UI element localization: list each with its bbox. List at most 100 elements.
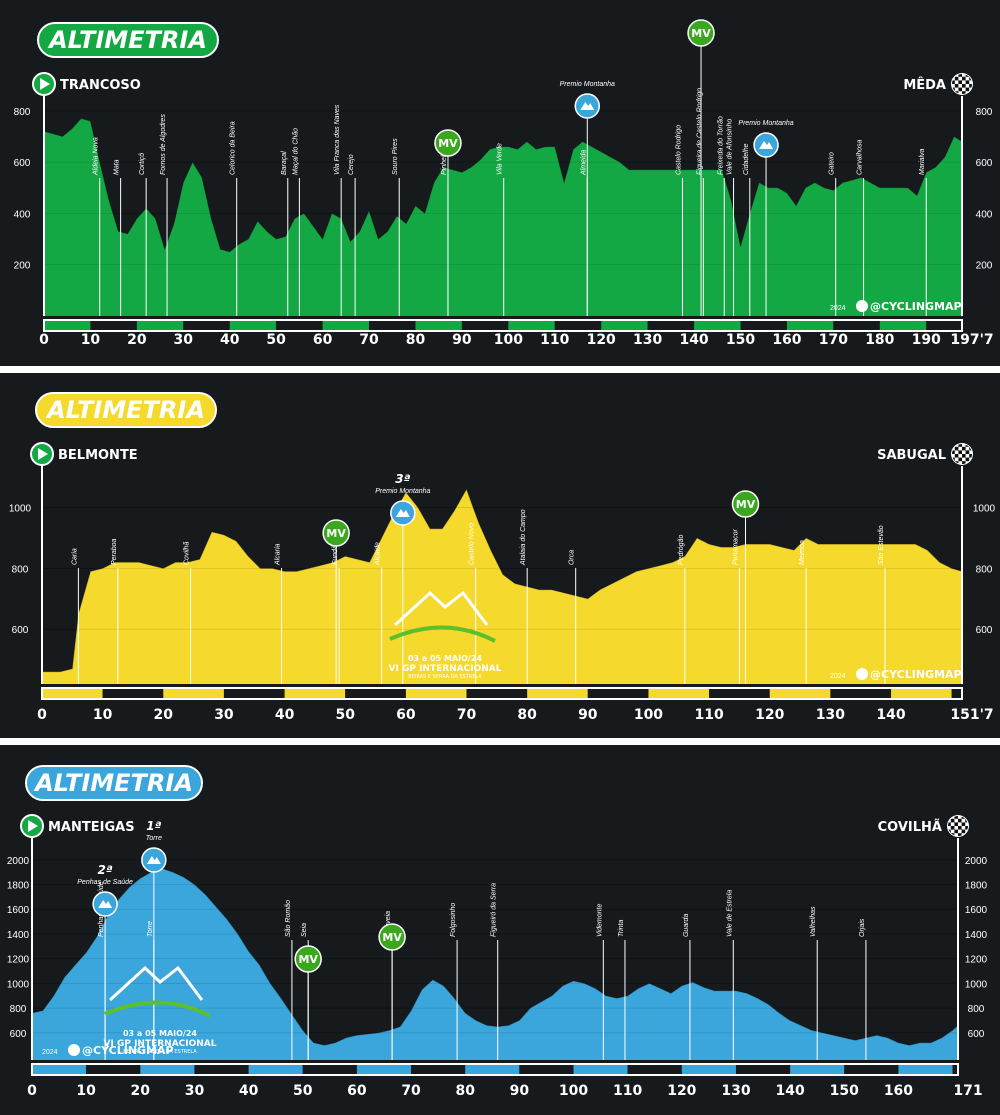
x-tick-label: 90 (452, 332, 472, 348)
waypoint-label: Castelo Novo (469, 523, 476, 565)
y-tick-label-left: 600 (12, 625, 29, 636)
km-bar-segment (573, 1064, 628, 1075)
x-tick-label: 130 (816, 707, 845, 723)
chart-title: ALTIMETRIA (47, 26, 207, 54)
x-tick-label: 50 (266, 332, 286, 348)
waypoint-label: Caria (71, 548, 78, 565)
waypoint-label: Celorico da Beira (230, 121, 237, 175)
km-bar-segment (322, 320, 370, 331)
km-bar-segment (302, 1064, 357, 1075)
chart-title: ALTIMETRIA (33, 769, 193, 797)
x-tick-label: 100 (559, 1083, 588, 1099)
finish-flag-square (961, 822, 966, 826)
km-bar-segment (44, 320, 91, 331)
finish-flag-square (965, 80, 970, 84)
km-bar-segment (466, 688, 528, 699)
x-tick-label: 70 (359, 332, 379, 348)
y-tick-label-left: 400 (14, 209, 31, 220)
waypoint-label: Videmonte (596, 904, 603, 937)
x-tick-label: 10 (93, 707, 113, 723)
x-tick-label: 80 (517, 707, 537, 723)
km-bar-segment (90, 320, 137, 331)
km-bar-segment (926, 320, 962, 331)
elevation-line (43, 117, 963, 253)
finish-place: SABUGAL (877, 448, 946, 463)
km-bar-segment (229, 320, 277, 331)
finish-flag-square (958, 833, 962, 836)
x-tick-label: 50 (293, 1083, 313, 1099)
km-bar-frame (31, 1063, 959, 1076)
y-tick-label-right: 600 (976, 625, 993, 636)
km-bar-segment (844, 1064, 899, 1075)
y-tick-label-right: 200 (976, 261, 993, 272)
x-tick-label: 150 (726, 332, 755, 348)
x-tick-label: 130 (721, 1083, 750, 1099)
x-tick-label: 40 (275, 707, 295, 723)
x-tick-label: 110 (613, 1083, 642, 1099)
y-tick-label-right: 1200 (965, 955, 988, 966)
finish-flag-square (952, 80, 955, 84)
event-logo-date: 03 a 05 MAIO/24 (123, 1029, 197, 1038)
y-tick-label-left: 800 (14, 107, 31, 118)
finish-flag-square (948, 822, 951, 826)
waypoint-label: Covilhã (184, 542, 191, 565)
start-place: TRANCOSO (60, 78, 141, 93)
x-tick-label: 70 (457, 707, 477, 723)
km-bar-segment (163, 688, 224, 699)
km-bar-segment (681, 1064, 736, 1075)
finish-flag-square (950, 826, 955, 830)
mountain-icon (146, 856, 161, 864)
km-bar-segment (769, 688, 831, 699)
kom-label: Torre (146, 835, 162, 842)
sprint-label: MV (691, 27, 711, 40)
x-tick-label: 20 (154, 707, 174, 723)
finish-flag-square (969, 84, 972, 88)
x-tick-label: 130 (633, 332, 662, 348)
y-tick-label-right: 1000 (965, 979, 988, 990)
finish-flag-square (962, 91, 966, 94)
y-tick-label-right: 1600 (965, 905, 988, 916)
y-tick-label-right: 400 (976, 209, 993, 220)
y-tick-label-left: 800 (10, 1004, 27, 1015)
km-bar-segment (519, 1064, 574, 1075)
finish-flag-square (954, 829, 958, 834)
km-bar-segment (345, 688, 406, 699)
finish-flag-square (958, 450, 962, 454)
km-bar-segment (833, 320, 880, 331)
km-bar-segment (508, 320, 555, 331)
stage-profile-1: ALTIMETRIA 200 200 400 400 600 600 800 800 TRANCO… (0, 0, 1000, 366)
km-bar-segment (879, 320, 927, 331)
y-tick-label-left: 2000 (7, 856, 30, 867)
waypoint-label: Pinhel (441, 155, 448, 175)
km-bar-segment (411, 1064, 466, 1075)
elevation-line (42, 488, 963, 673)
x-tick-label: 80 (455, 1083, 475, 1099)
event-logo-subtitle: BEIRAS E SERRA DA ESTRELA (123, 1049, 197, 1055)
x-tick-label: 30 (174, 332, 194, 348)
waypoint-label: Vila Verde (497, 143, 504, 175)
x-tick-label: 190 (912, 332, 941, 348)
finish-flag-square (965, 87, 970, 92)
watermark: @CYCLINGMAP (870, 668, 962, 681)
waypoint-label: Baraçal (281, 151, 288, 175)
watermark-year: 2024 (42, 1049, 58, 1056)
play-icon (40, 78, 50, 90)
km-bar-segment (554, 320, 602, 331)
x-tick-label: 120 (587, 332, 616, 348)
waypoint-label: Seia (301, 923, 308, 937)
y-tick-label-right: 800 (968, 1004, 985, 1015)
x-tick-label: 40 (239, 1083, 259, 1099)
x-tick-label: 90 (510, 1083, 530, 1099)
km-bar-segment (786, 320, 834, 331)
waypoint-label: Figueiró da Serra (491, 883, 498, 937)
km-bar-segment (601, 320, 648, 331)
km-bar-segment (32, 1064, 87, 1075)
finish-flag-square (962, 84, 966, 88)
finish-flag-square (965, 826, 968, 830)
waypoint-label: Carvalhosa (857, 139, 864, 175)
waypoint-label: Folgosinho (450, 903, 457, 937)
x-tick-label: 160 (772, 332, 801, 348)
watermark-year: 2024 (830, 305, 846, 312)
